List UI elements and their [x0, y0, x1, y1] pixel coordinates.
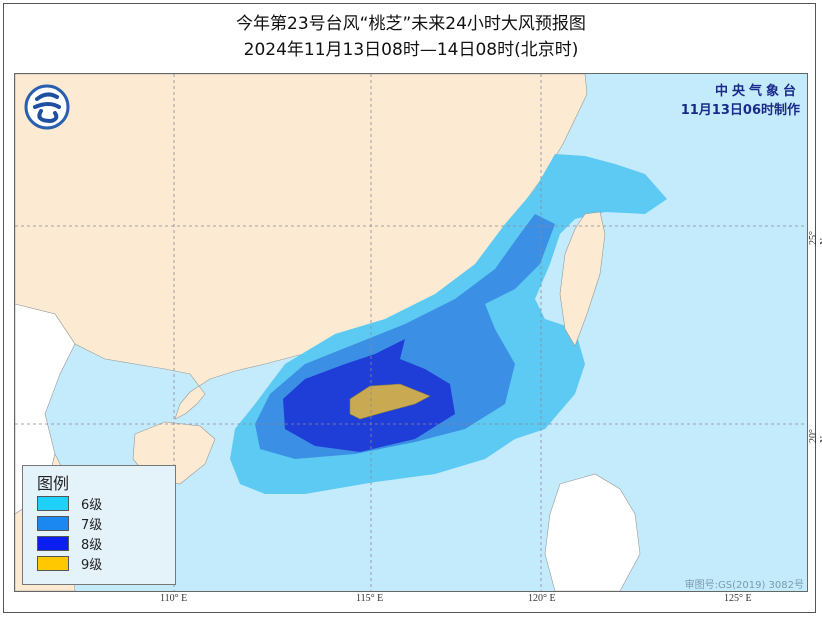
graticule — [15, 74, 807, 591]
map-title: 今年第23号台风“桃芝”未来24小时大风预报图 — [236, 14, 586, 34]
approval-number: 审图号:GS(2019) 3082号 — [684, 580, 804, 591]
legend-item-6: 6级 — [37, 494, 102, 513]
luzon-island — [544, 473, 641, 591]
lon-tick-120: 120° E — [528, 593, 556, 604]
legend-item-8: 8级 — [37, 534, 102, 553]
legend-item-7: 7级 — [37, 514, 102, 533]
taiwan-island — [559, 211, 606, 347]
agency-name: 中央气象台 — [714, 84, 800, 99]
wind-area-9 — [349, 383, 431, 420]
cma-logo — [24, 84, 70, 130]
legend: 图例 6级 7级 8级 9级 — [22, 465, 176, 585]
lat-tick-20: 20° N — [808, 429, 822, 443]
lon-tick-115: 115° E — [356, 593, 384, 604]
lon-tick-125: 125° E — [724, 593, 752, 604]
agency-label: 中央气象台 11月13日06时制作 — [681, 82, 800, 120]
legend-item-9: 9级 — [37, 554, 102, 573]
legend-title: 图例 — [37, 474, 70, 493]
lat-tick-25: 25° N — [808, 231, 822, 245]
lon-tick-110: 110° E — [160, 593, 188, 604]
issue-time: 11月13日06时制作 — [680, 103, 800, 118]
map-subtitle: 2024年11月13日08时—14日08时(北京时) — [243, 40, 579, 60]
